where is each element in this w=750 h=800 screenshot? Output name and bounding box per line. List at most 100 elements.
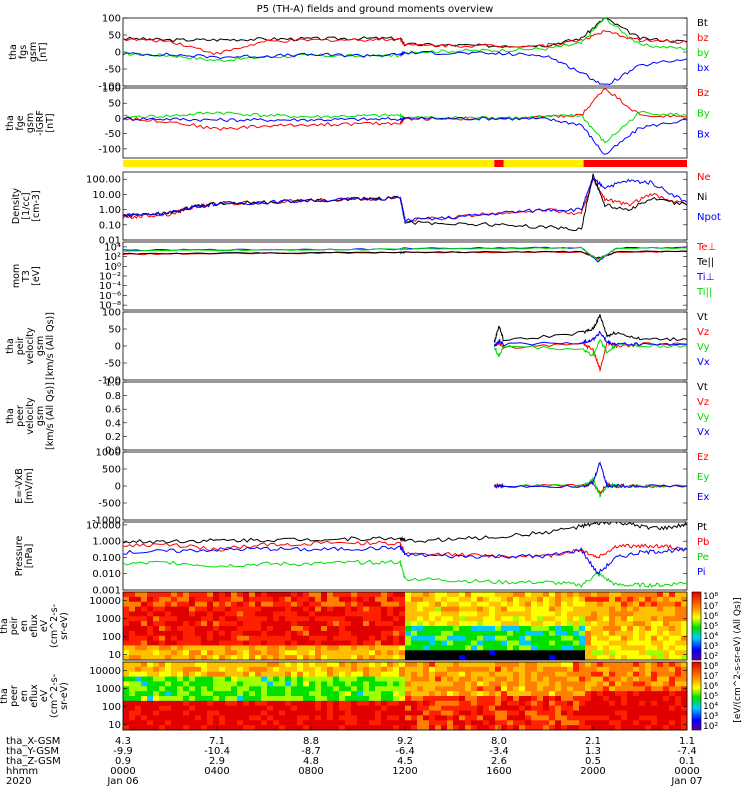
spectrogram-cell <box>459 601 466 607</box>
spectrogram-cell <box>363 611 370 617</box>
spectrogram-cell <box>447 601 454 607</box>
spectrogram-cell <box>675 666 682 673</box>
spectrogram-cell <box>141 640 148 646</box>
spectrogram-cell <box>123 635 130 641</box>
spectrogram-cell <box>123 621 130 627</box>
spectrogram-cell <box>681 710 688 716</box>
spectrogram-cell <box>333 650 340 656</box>
y-label-line: sr-eV) <box>59 612 70 640</box>
spectrogram-cell <box>309 650 316 656</box>
spectrogram-cell <box>327 655 334 661</box>
spectrogram-cell <box>567 601 574 607</box>
spectrogram-cell <box>555 671 562 677</box>
spectrogram-cell <box>435 645 442 651</box>
spectrogram-cell <box>627 696 634 702</box>
spectrogram-cell <box>669 655 676 661</box>
spectrogram-cell <box>351 596 358 603</box>
spectrogram-cell <box>471 710 478 716</box>
spectrogram-cell <box>615 705 622 711</box>
spectrogram-cell <box>303 662 310 668</box>
spectrogram-cell <box>459 700 466 707</box>
spectrogram-cell <box>483 645 490 651</box>
spectrogram-cell <box>651 705 658 711</box>
spectrogram-cell <box>345 696 352 702</box>
spectrogram-cell <box>141 676 148 682</box>
spectrogram-cell <box>627 705 634 711</box>
spectrogram-cell <box>297 626 304 632</box>
spectrogram-cell <box>411 691 418 697</box>
spectrogram-cell <box>357 611 364 617</box>
spectrogram-cell <box>333 616 340 622</box>
spectrogram-cell <box>195 725 202 731</box>
spectrogram-cell <box>267 640 274 646</box>
spectrogram-cell <box>345 621 352 627</box>
spectrogram-cell <box>303 592 310 598</box>
spectrogram-cell <box>459 662 466 668</box>
spectrogram-cell <box>339 720 346 726</box>
spectrogram-cell <box>513 720 520 726</box>
spectrogram-cell <box>543 676 550 682</box>
spectrogram-cell <box>501 691 508 697</box>
spectrogram-cell <box>429 655 436 661</box>
spectrogram-cell <box>633 666 640 673</box>
spectrogram-cell <box>225 715 232 721</box>
spectrogram-cell <box>393 601 400 607</box>
spectrogram-cell <box>549 662 556 668</box>
spectrogram-cell <box>543 666 550 673</box>
y-axis-label: tha peer en eflux eV (cm^2-s-sr-eV) <box>0 674 70 718</box>
legend-entry: bz <box>697 33 709 44</box>
spectrogram-cell <box>129 691 136 697</box>
spectrogram-cell <box>657 592 664 598</box>
spectrogram-cell <box>123 686 130 692</box>
spectrogram-cell <box>171 700 178 707</box>
spectrogram-cell <box>663 662 670 668</box>
spectrogram-cell <box>405 621 412 627</box>
spectrogram-cell <box>327 645 334 651</box>
spectrogram-cell <box>189 635 196 641</box>
spectrogram-cell <box>615 671 622 677</box>
spectrogram-cell <box>363 710 370 716</box>
spectrogram-cell <box>453 630 460 637</box>
spectrogram-cell <box>417 630 424 637</box>
spectrogram-cell <box>459 666 466 673</box>
spectrogram-cell <box>363 696 370 702</box>
spectrogram-cell <box>675 696 682 702</box>
spectrogram-cell <box>273 596 280 603</box>
spectrogram-cell <box>231 720 238 726</box>
spectrogram-cell <box>141 710 148 716</box>
y-tick-label: 10⁻⁸ <box>99 301 121 312</box>
spectrogram-cell <box>255 662 262 668</box>
spectrogram-cell <box>273 686 280 692</box>
spectrogram-cell <box>603 710 610 716</box>
spectrogram-cell <box>213 630 220 637</box>
spectrogram-cell <box>651 640 658 646</box>
spectrogram-cell <box>441 621 448 627</box>
spectrogram-cell <box>423 662 430 668</box>
y-axis-label: tha fgs gsm [nT] <box>8 42 49 62</box>
spectrogram-cell <box>357 710 364 716</box>
spectrogram-cell <box>129 710 136 716</box>
spectrogram-cell <box>249 592 256 598</box>
spectrogram-cell <box>363 601 370 607</box>
spectrogram-cell <box>159 671 166 677</box>
spectrogram-cell <box>537 592 544 598</box>
spectrogram-cell <box>639 710 646 716</box>
spectrogram-cell <box>363 686 370 692</box>
spectrogram-cell <box>627 616 634 622</box>
spectrogram-cell <box>417 611 424 617</box>
legend-entry: Ey <box>697 472 709 483</box>
spectrogram-cell <box>417 725 424 731</box>
spectrogram-cell <box>339 650 346 656</box>
spectrogram-cell <box>483 725 490 731</box>
spectrogram-cell <box>297 640 304 646</box>
spectrogram-cell <box>627 621 634 627</box>
spectrogram-cell <box>615 616 622 622</box>
spectrogram-cell <box>357 616 364 622</box>
spectrogram-cell <box>669 720 676 726</box>
spectrogram-cell <box>333 655 340 661</box>
spectrogram-cell <box>465 635 472 641</box>
spectrogram-cell <box>159 676 166 682</box>
spectrogram-cell <box>483 592 490 598</box>
spectrogram-cell <box>585 635 592 641</box>
spectrogram-cell <box>153 611 160 617</box>
